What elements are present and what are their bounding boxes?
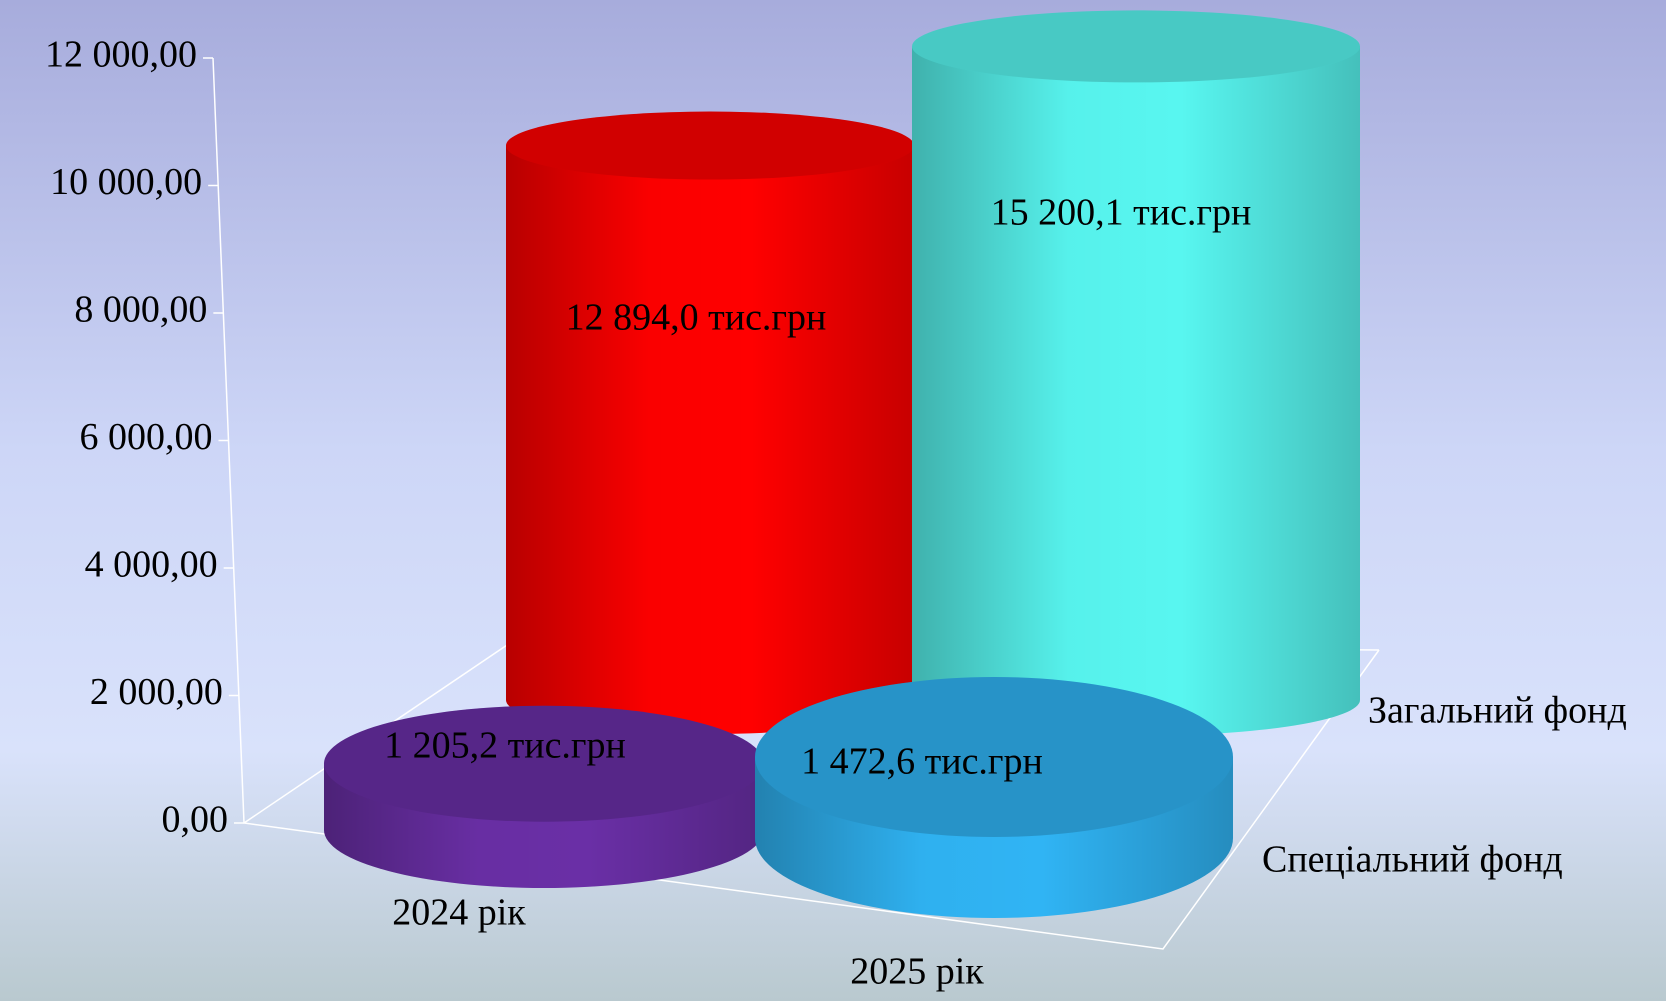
y-tick-label: 0,00 bbox=[162, 799, 229, 841]
cylinder-top bbox=[506, 111, 914, 180]
cylinder-shade bbox=[506, 145, 914, 735]
value-label: 1 205,2 тис.грн bbox=[384, 725, 626, 767]
cylinder-top-shade bbox=[755, 677, 1233, 838]
cylinder-top-shade bbox=[506, 111, 914, 180]
y-tick-label: 2 000,00 bbox=[90, 671, 223, 713]
series-label: Загальний фонд bbox=[1368, 690, 1627, 732]
x-tick-label: 2025 рік bbox=[850, 951, 984, 993]
y-tick-label: 12 000,00 bbox=[45, 34, 197, 76]
y-tick-label: 6 000,00 bbox=[80, 416, 213, 458]
y-tick-label: 10 000,00 bbox=[50, 161, 202, 203]
cylinder-top-shade bbox=[324, 705, 764, 822]
y-tick-label: 8 000,00 bbox=[74, 289, 207, 331]
cylinder-top bbox=[324, 705, 764, 822]
series-label: Спеціальний фонд bbox=[1262, 839, 1563, 881]
cylinder bbox=[506, 111, 914, 735]
value-label: 1 472,6 тис.грн bbox=[801, 741, 1043, 783]
cylinder-top-shade bbox=[912, 10, 1360, 83]
value-label: 12 894,0 тис.грн bbox=[566, 297, 827, 339]
cylinder bbox=[755, 677, 1233, 918]
cylinder-shade bbox=[912, 46, 1360, 737]
cylinder-top bbox=[912, 10, 1360, 83]
x-tick-label: 2024 рік bbox=[392, 892, 526, 934]
value-label: 15 200,1 тис.грн bbox=[991, 192, 1252, 234]
cylinder-top bbox=[755, 677, 1233, 838]
y-tick-label: 4 000,00 bbox=[85, 544, 218, 586]
cylinder bbox=[912, 10, 1360, 737]
cylinder bbox=[324, 705, 764, 888]
